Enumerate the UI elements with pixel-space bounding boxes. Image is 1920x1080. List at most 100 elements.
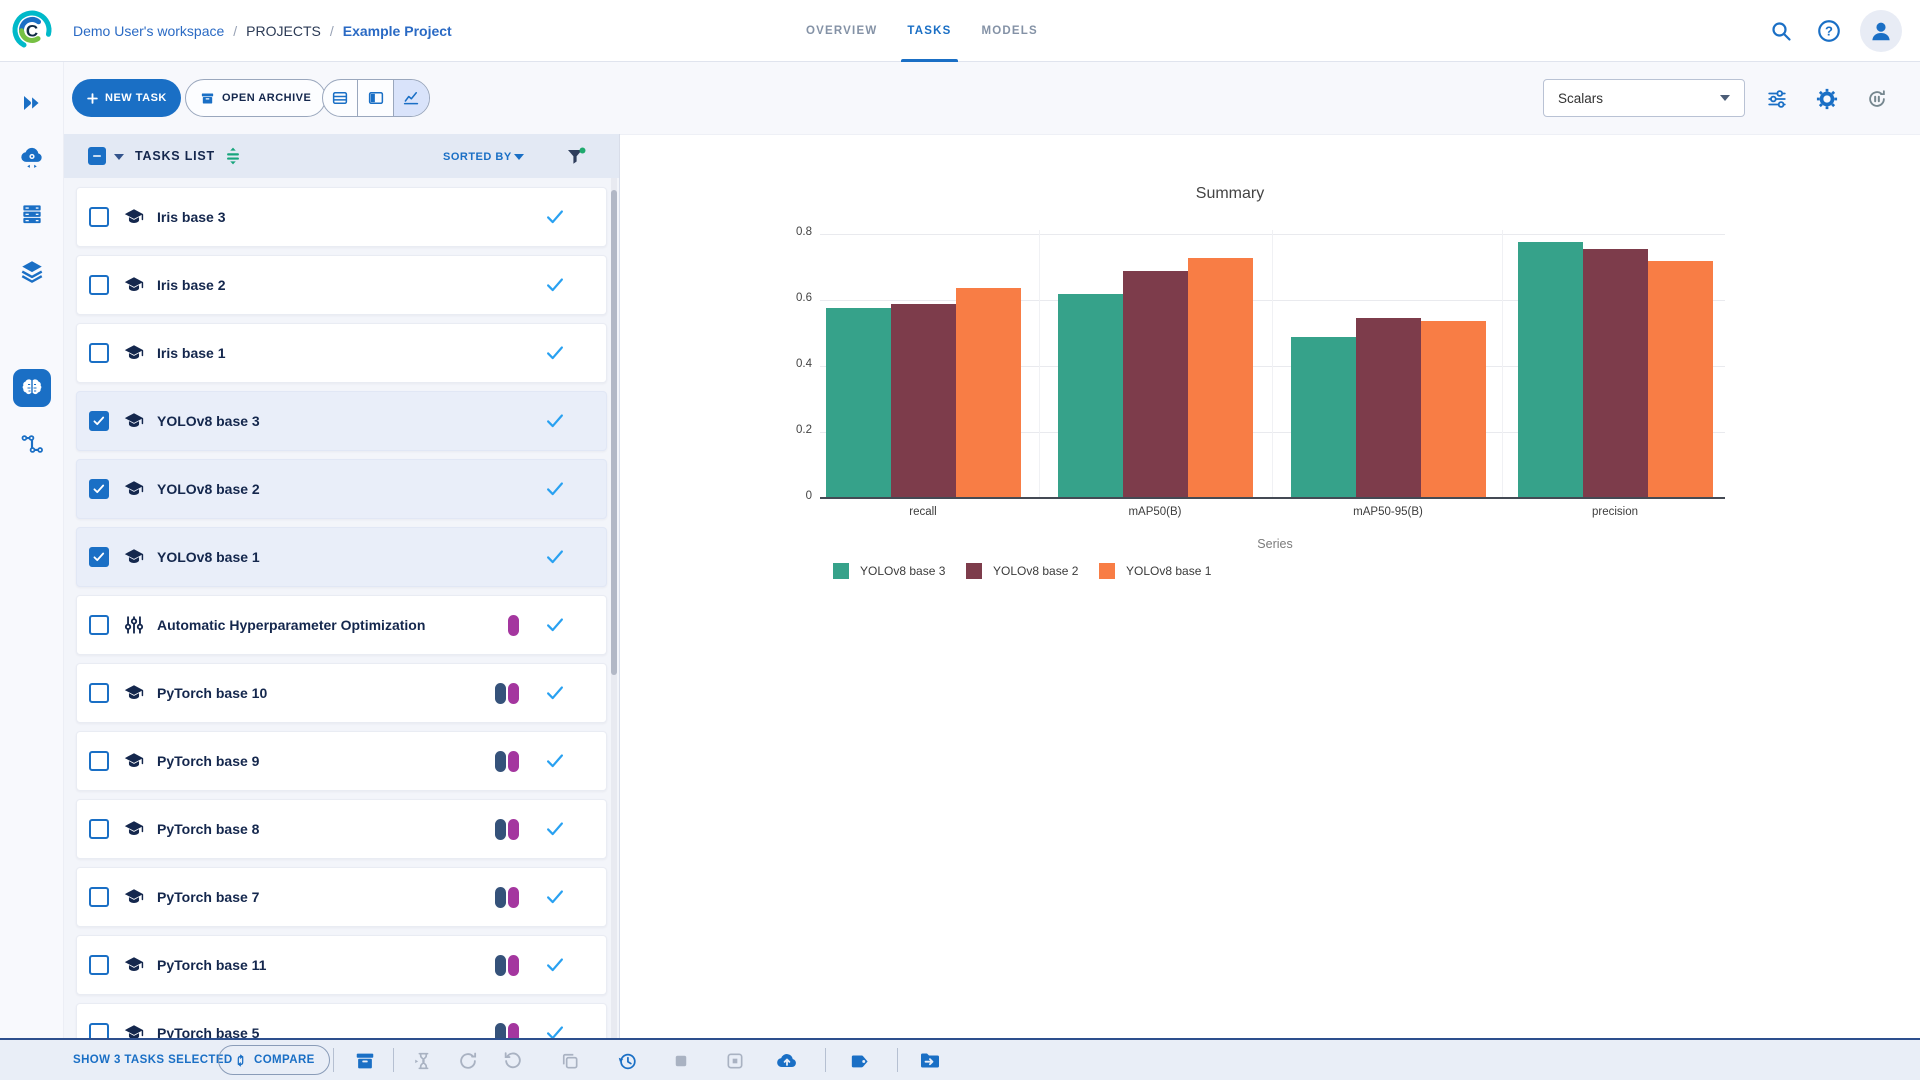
split-view-icon[interactable]	[358, 80, 394, 116]
metric-type-select[interactable]: Scalars	[1543, 79, 1745, 117]
sorted-by-caret-icon[interactable]	[514, 154, 524, 160]
tab-tasks[interactable]: TASKS	[901, 0, 958, 62]
x-axis-category-label: recall	[909, 506, 937, 518]
publish-cloud-icon[interactable]	[775, 1049, 799, 1073]
task-checkbox[interactable]	[89, 547, 109, 567]
legend-swatch-3[interactable]	[1099, 563, 1115, 579]
task-checkbox[interactable]	[89, 819, 109, 839]
training-task-icon	[123, 818, 145, 840]
search-icon[interactable]	[1764, 14, 1798, 48]
task-row[interactable]: Automatic Hyperparameter Optimization	[76, 595, 607, 655]
compare-button[interactable]: COMPARE	[218, 1045, 330, 1075]
projects-brain-icon[interactable]	[13, 369, 51, 407]
task-row[interactable]: YOLOv8 base 2	[76, 459, 607, 519]
metric-type-value: Scalars	[1558, 90, 1604, 106]
settings-gear-icon[interactable]	[1814, 86, 1840, 112]
tag-badge-navy	[495, 886, 506, 908]
auto-refresh-icon[interactable]	[1864, 86, 1890, 112]
bar-yolov8-base-2-precision	[1582, 248, 1648, 498]
sorted-by-button[interactable]: SORTED BY	[443, 151, 512, 163]
tab-models[interactable]: MODELS	[981, 25, 1038, 37]
history-icon[interactable]	[615, 1049, 639, 1073]
training-task-icon	[123, 410, 145, 432]
gridline	[820, 432, 1725, 433]
filter-funnel-icon[interactable]	[564, 145, 588, 169]
task-checkbox[interactable]	[89, 207, 109, 227]
clearml-logo[interactable]: C	[10, 8, 54, 52]
task-checkbox[interactable]	[89, 955, 109, 975]
chevron-down-icon	[1720, 95, 1730, 101]
task-row[interactable]: PyTorch base 5	[76, 1003, 607, 1038]
tasks-scrollbar-thumb[interactable]	[611, 190, 617, 675]
legend-swatch-2[interactable]	[966, 563, 982, 579]
task-checkbox[interactable]	[89, 887, 109, 907]
datasets-icon[interactable]	[0, 249, 64, 293]
select-mode-caret-icon[interactable]	[114, 154, 124, 160]
table-view-icon[interactable]	[323, 80, 359, 116]
workers-queues-icon[interactable]	[0, 192, 64, 236]
user-avatar[interactable]	[1860, 10, 1902, 52]
clone-icon[interactable]	[558, 1049, 582, 1073]
breadcrumb-workspace-link[interactable]: Demo User's workspace	[73, 23, 225, 39]
task-row[interactable]: YOLOv8 base 3	[76, 391, 607, 451]
training-task-icon	[123, 886, 145, 908]
apps-cloud-icon[interactable]	[0, 135, 64, 179]
pipelines-icon[interactable]	[0, 422, 64, 466]
reset-icon[interactable]	[501, 1049, 525, 1073]
move-to-project-icon[interactable]	[918, 1049, 942, 1073]
bar-yolov8-base-3-recall	[825, 307, 891, 498]
task-row[interactable]: PyTorch base 11	[76, 935, 607, 995]
task-checkbox[interactable]	[89, 751, 109, 771]
customize-list-icon[interactable]	[222, 145, 244, 167]
stop-icon[interactable]	[669, 1049, 693, 1073]
task-completed-check-icon	[544, 1022, 566, 1038]
task-row[interactable]: PyTorch base 8	[76, 799, 607, 859]
tag-badge-magenta	[508, 886, 519, 908]
show-selected-tasks-button[interactable]: SHOW 3 TASKS SELECTED	[73, 1054, 233, 1066]
task-checkbox[interactable]	[89, 275, 109, 295]
task-checkbox[interactable]	[89, 411, 109, 431]
task-row[interactable]: PyTorch base 7	[76, 867, 607, 927]
archive-icon[interactable]	[353, 1049, 377, 1073]
chart-view-icon[interactable]	[393, 80, 429, 116]
task-row[interactable]: YOLOv8 base 1	[76, 527, 607, 587]
tag-badge-navy	[495, 818, 506, 840]
breadcrumb-project-name[interactable]: Example Project	[342, 23, 452, 39]
task-checkbox[interactable]	[89, 615, 109, 635]
left-sidebar	[0, 62, 64, 1080]
task-tag-badges	[495, 682, 519, 704]
task-row[interactable]: Iris base 2	[76, 255, 607, 315]
training-task-icon	[123, 954, 145, 976]
expand-icon[interactable]	[0, 81, 64, 125]
open-archive-button[interactable]: OPEN ARCHIVE	[185, 79, 327, 117]
legend-label-2[interactable]: YOLOv8 base 2	[993, 564, 1079, 578]
select-all-checkbox[interactable]	[88, 147, 106, 165]
task-row[interactable]: PyTorch base 10	[76, 663, 607, 723]
breadcrumb-projects[interactable]: PROJECTS	[246, 23, 321, 39]
tag-badge-magenta	[508, 750, 519, 772]
task-row[interactable]: Iris base 1	[76, 323, 607, 383]
legend-label-1[interactable]: YOLOv8 base 3	[860, 564, 946, 578]
task-row[interactable]: Iris base 3	[76, 187, 607, 247]
legend-swatch-1[interactable]	[833, 563, 849, 579]
tag-badge-magenta	[508, 682, 519, 704]
new-task-button[interactable]: NEW TASK	[72, 79, 181, 117]
tab-overview[interactable]: OVERVIEW	[806, 25, 878, 37]
task-name: PyTorch base 11	[157, 957, 267, 973]
tune-filters-icon[interactable]	[1764, 86, 1790, 112]
legend-label-3[interactable]: YOLOv8 base 1	[1126, 564, 1212, 578]
task-checkbox[interactable]	[89, 479, 109, 499]
task-row[interactable]: PyTorch base 9	[76, 731, 607, 791]
project-tabs: OVERVIEW TASKS MODELS	[806, 0, 1038, 62]
refresh-icon[interactable]	[456, 1049, 480, 1073]
top-header: C Demo User's workspace / PROJECTS / Exa…	[0, 0, 1920, 62]
bar-yolov8-base-3-precision	[1517, 241, 1583, 498]
tag-badge-magenta	[508, 818, 519, 840]
task-checkbox[interactable]	[89, 343, 109, 363]
enqueue-hourglass-icon[interactable]	[411, 1049, 435, 1073]
task-checkbox[interactable]	[89, 1023, 109, 1038]
abort-all-icon[interactable]	[723, 1049, 747, 1073]
help-icon[interactable]: ?	[1812, 14, 1846, 48]
tags-icon[interactable]	[849, 1049, 873, 1073]
task-checkbox[interactable]	[89, 683, 109, 703]
